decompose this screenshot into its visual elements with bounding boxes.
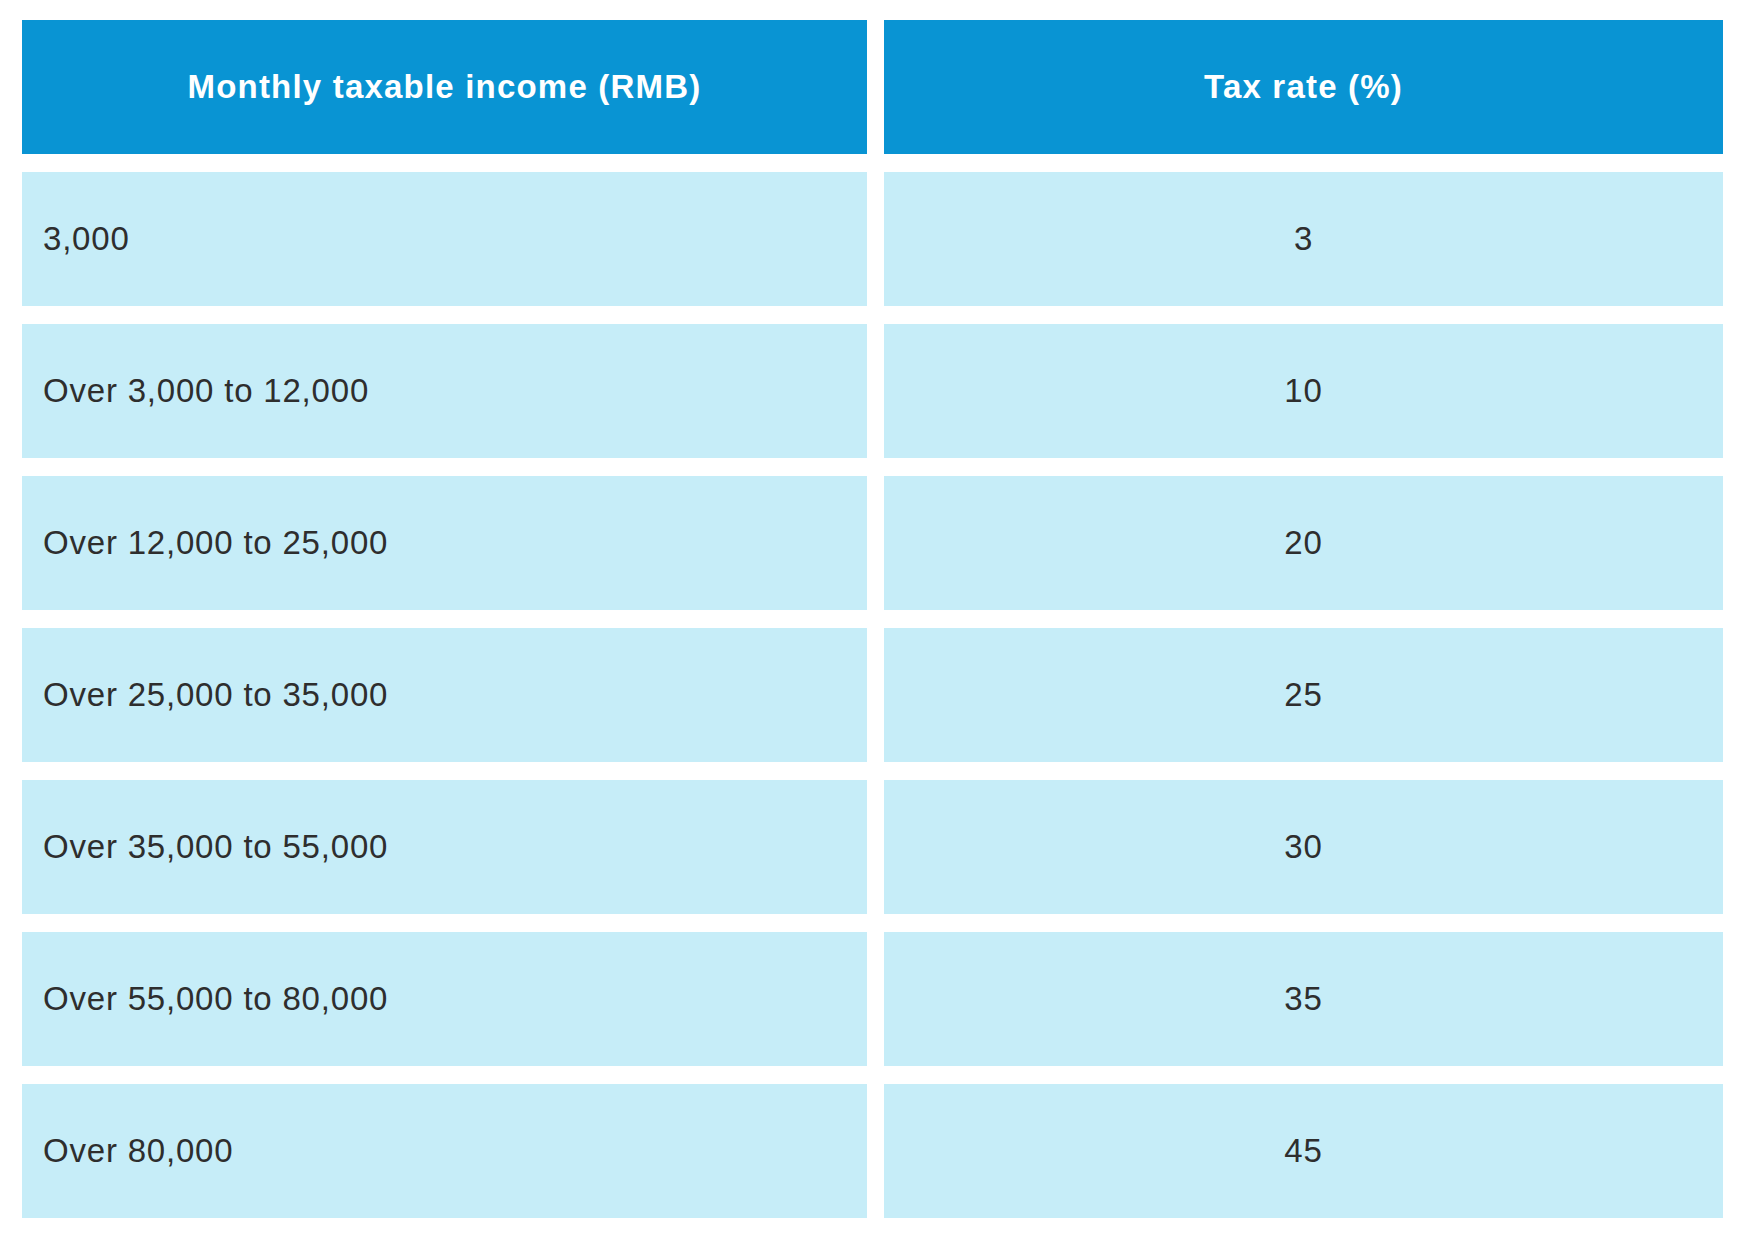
column-header-rate-label: Tax rate (%): [1204, 68, 1403, 106]
column-header-rate: Tax rate (%): [884, 20, 1723, 154]
column-header-income-label: Monthly taxable income (RMB): [188, 68, 702, 106]
income-cell: Over 25,000 to 35,000: [22, 628, 867, 762]
rate-cell: 35: [884, 932, 1723, 1066]
rate-cell: 3: [884, 172, 1723, 306]
rate-value: 30: [1284, 828, 1322, 866]
income-value: 3,000: [43, 220, 130, 258]
rate-value: 20: [1284, 524, 1322, 562]
rate-cell: 20: [884, 476, 1723, 610]
rate-value: 10: [1284, 372, 1322, 410]
income-cell: Over 35,000 to 55,000: [22, 780, 867, 914]
income-cell: Over 55,000 to 80,000: [22, 932, 867, 1066]
rate-cell: 30: [884, 780, 1723, 914]
income-value: Over 35,000 to 55,000: [43, 828, 388, 866]
income-cell: 3,000: [22, 172, 867, 306]
income-value: Over 3,000 to 12,000: [43, 372, 369, 410]
rate-value: 45: [1284, 1132, 1322, 1170]
rate-cell: 45: [884, 1084, 1723, 1218]
rate-value: 3: [1294, 220, 1313, 258]
rate-cell: 25: [884, 628, 1723, 762]
tax-rate-table: Monthly taxable income (RMB) Tax rate (%…: [22, 20, 1723, 1218]
income-cell: Over 80,000: [22, 1084, 867, 1218]
income-value: Over 25,000 to 35,000: [43, 676, 388, 714]
income-value: Over 12,000 to 25,000: [43, 524, 388, 562]
income-value: Over 55,000 to 80,000: [43, 980, 388, 1018]
rate-value: 35: [1284, 980, 1322, 1018]
income-cell: Over 3,000 to 12,000: [22, 324, 867, 458]
rate-cell: 10: [884, 324, 1723, 458]
rate-value: 25: [1284, 676, 1322, 714]
income-value: Over 80,000: [43, 1132, 233, 1170]
income-cell: Over 12,000 to 25,000: [22, 476, 867, 610]
column-header-income: Monthly taxable income (RMB): [22, 20, 867, 154]
